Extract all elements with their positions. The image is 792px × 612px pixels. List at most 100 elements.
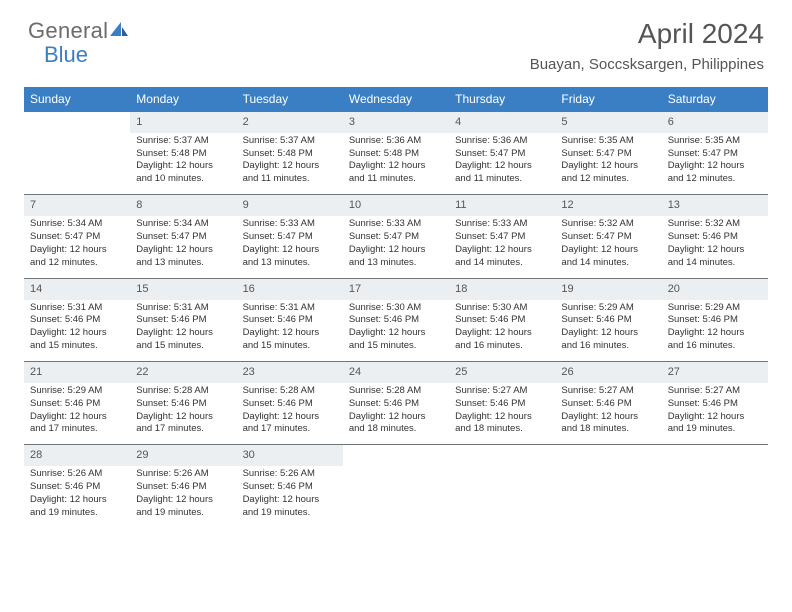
sunrise-text: Sunrise: 5:30 AM — [455, 302, 549, 315]
day-number: 8 — [130, 195, 236, 216]
day-cell: Sunrise: 5:34 AMSunset: 5:47 PMDaylight:… — [130, 216, 236, 278]
sunrise-text: Sunrise: 5:28 AM — [243, 385, 337, 398]
sunrise-text: Sunrise: 5:33 AM — [349, 218, 443, 231]
day-number: 20 — [662, 278, 768, 299]
dh-wednesday: Wednesday — [343, 87, 449, 112]
sunrise-text: Sunrise: 5:36 AM — [455, 135, 549, 148]
sunset-text: Sunset: 5:47 PM — [668, 148, 762, 161]
day-number: 4 — [449, 112, 555, 133]
sunset-text: Sunset: 5:47 PM — [136, 231, 230, 244]
daylight-text-1: Daylight: 12 hours — [668, 244, 762, 257]
day-cell: Sunrise: 5:33 AMSunset: 5:47 PMDaylight:… — [237, 216, 343, 278]
day-cell: Sunrise: 5:33 AMSunset: 5:47 PMDaylight:… — [343, 216, 449, 278]
day-number — [343, 445, 449, 466]
sunset-text: Sunset: 5:46 PM — [30, 481, 124, 494]
day-cell — [555, 466, 661, 528]
day-number: 24 — [343, 362, 449, 383]
daylight-text-2: and 11 minutes. — [455, 173, 549, 186]
daylight-text-2: and 11 minutes. — [349, 173, 443, 186]
brand-word-2: Blue — [44, 42, 88, 68]
daylight-text-1: Daylight: 12 hours — [668, 411, 762, 424]
day-number — [24, 112, 130, 133]
sunset-text: Sunset: 5:46 PM — [668, 231, 762, 244]
sunset-text: Sunset: 5:47 PM — [455, 231, 549, 244]
sunset-text: Sunset: 5:46 PM — [561, 314, 655, 327]
daylight-text-1: Daylight: 12 hours — [349, 411, 443, 424]
daylight-text-1: Daylight: 12 hours — [349, 327, 443, 340]
daylight-text-1: Daylight: 12 hours — [455, 160, 549, 173]
sunset-text: Sunset: 5:46 PM — [243, 481, 337, 494]
day-cell: Sunrise: 5:28 AMSunset: 5:46 PMDaylight:… — [343, 383, 449, 445]
daylight-text-2: and 16 minutes. — [455, 340, 549, 353]
daylight-text-2: and 19 minutes. — [668, 423, 762, 436]
daylight-text-1: Daylight: 12 hours — [561, 160, 655, 173]
day-number: 19 — [555, 278, 661, 299]
daylight-text-1: Daylight: 12 hours — [136, 244, 230, 257]
day-cell: Sunrise: 5:37 AMSunset: 5:48 PMDaylight:… — [130, 133, 236, 195]
daylight-text-1: Daylight: 12 hours — [668, 327, 762, 340]
daylight-text-1: Daylight: 12 hours — [561, 411, 655, 424]
daylight-text-2: and 11 minutes. — [243, 173, 337, 186]
sunset-text: Sunset: 5:46 PM — [30, 398, 124, 411]
day-cell: Sunrise: 5:31 AMSunset: 5:46 PMDaylight:… — [130, 300, 236, 362]
calendar-table: Sunday Monday Tuesday Wednesday Thursday… — [24, 87, 768, 528]
daylight-text-2: and 12 minutes. — [30, 257, 124, 270]
daylight-text-2: and 12 minutes. — [668, 173, 762, 186]
day-number: 16 — [237, 278, 343, 299]
daynum-row: 78910111213 — [24, 195, 768, 216]
daylight-text-2: and 14 minutes. — [561, 257, 655, 270]
day-cell: Sunrise: 5:31 AMSunset: 5:46 PMDaylight:… — [237, 300, 343, 362]
day-cell: Sunrise: 5:32 AMSunset: 5:46 PMDaylight:… — [662, 216, 768, 278]
sunrise-text: Sunrise: 5:29 AM — [30, 385, 124, 398]
day-cell: Sunrise: 5:26 AMSunset: 5:46 PMDaylight:… — [130, 466, 236, 528]
sunrise-text: Sunrise: 5:34 AM — [136, 218, 230, 231]
day-number: 13 — [662, 195, 768, 216]
daylight-text-1: Daylight: 12 hours — [455, 244, 549, 257]
daylight-text-1: Daylight: 12 hours — [30, 244, 124, 257]
content-row: Sunrise: 5:31 AMSunset: 5:46 PMDaylight:… — [24, 300, 768, 362]
daynum-row: 14151617181920 — [24, 278, 768, 299]
day-number: 23 — [237, 362, 343, 383]
sunset-text: Sunset: 5:47 PM — [243, 231, 337, 244]
day-number: 27 — [662, 362, 768, 383]
day-cell: Sunrise: 5:31 AMSunset: 5:46 PMDaylight:… — [24, 300, 130, 362]
sunset-text: Sunset: 5:48 PM — [243, 148, 337, 161]
day-number: 21 — [24, 362, 130, 383]
daylight-text-1: Daylight: 12 hours — [243, 327, 337, 340]
day-cell: Sunrise: 5:27 AMSunset: 5:46 PMDaylight:… — [662, 383, 768, 445]
sunrise-text: Sunrise: 5:33 AM — [243, 218, 337, 231]
sunset-text: Sunset: 5:46 PM — [668, 314, 762, 327]
sunset-text: Sunset: 5:46 PM — [136, 398, 230, 411]
sunrise-text: Sunrise: 5:31 AM — [243, 302, 337, 315]
sunset-text: Sunset: 5:46 PM — [136, 481, 230, 494]
day-number: 15 — [130, 278, 236, 299]
daylight-text-1: Daylight: 12 hours — [243, 244, 337, 257]
day-cell: Sunrise: 5:29 AMSunset: 5:46 PMDaylight:… — [662, 300, 768, 362]
content-row: Sunrise: 5:37 AMSunset: 5:48 PMDaylight:… — [24, 133, 768, 195]
sunrise-text: Sunrise: 5:26 AM — [243, 468, 337, 481]
daylight-text-1: Daylight: 12 hours — [455, 411, 549, 424]
day-number: 14 — [24, 278, 130, 299]
day-cell: Sunrise: 5:29 AMSunset: 5:46 PMDaylight:… — [555, 300, 661, 362]
dh-sunday: Sunday — [24, 87, 130, 112]
daylight-text-1: Daylight: 12 hours — [349, 244, 443, 257]
sunset-text: Sunset: 5:46 PM — [668, 398, 762, 411]
sunset-text: Sunset: 5:48 PM — [349, 148, 443, 161]
sunset-text: Sunset: 5:48 PM — [136, 148, 230, 161]
daylight-text-2: and 15 minutes. — [30, 340, 124, 353]
day-cell: Sunrise: 5:30 AMSunset: 5:46 PMDaylight:… — [343, 300, 449, 362]
day-cell: Sunrise: 5:28 AMSunset: 5:46 PMDaylight:… — [130, 383, 236, 445]
day-number: 1 — [130, 112, 236, 133]
daylight-text-1: Daylight: 12 hours — [349, 160, 443, 173]
daylight-text-2: and 19 minutes. — [30, 507, 124, 520]
daylight-text-2: and 17 minutes. — [136, 423, 230, 436]
sunrise-text: Sunrise: 5:35 AM — [561, 135, 655, 148]
daynum-row: 123456 — [24, 112, 768, 133]
dh-friday: Friday — [555, 87, 661, 112]
dh-thursday: Thursday — [449, 87, 555, 112]
page-header: General April 2024 Buayan, Soccsksargen,… — [0, 0, 792, 81]
daylight-text-1: Daylight: 12 hours — [30, 327, 124, 340]
day-cell: Sunrise: 5:37 AMSunset: 5:48 PMDaylight:… — [237, 133, 343, 195]
dh-saturday: Saturday — [662, 87, 768, 112]
sunrise-text: Sunrise: 5:27 AM — [455, 385, 549, 398]
